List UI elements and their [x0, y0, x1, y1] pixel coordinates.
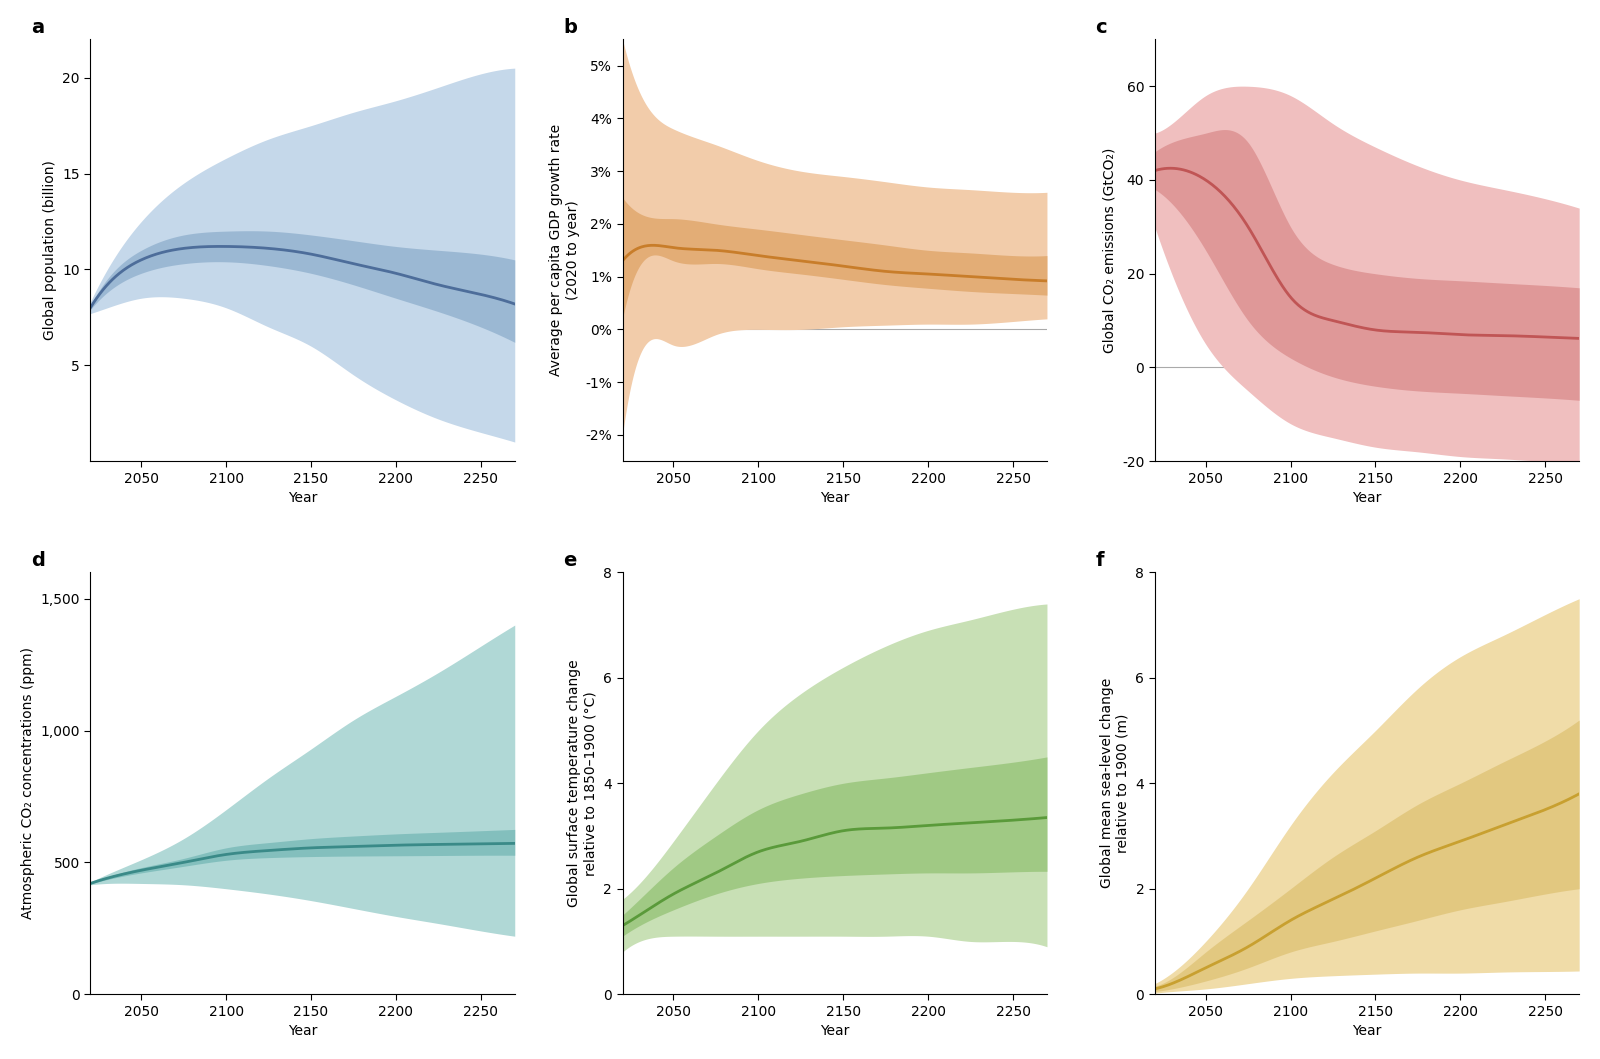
- Text: d: d: [30, 552, 45, 570]
- Text: b: b: [563, 18, 578, 37]
- X-axis label: Year: Year: [288, 491, 317, 505]
- Text: f: f: [1096, 552, 1104, 570]
- Y-axis label: Global CO₂ emissions (GtCO₂): Global CO₂ emissions (GtCO₂): [1102, 147, 1117, 353]
- Text: e: e: [563, 552, 576, 570]
- Y-axis label: Average per capita GDP growth rate
(2020 to year): Average per capita GDP growth rate (2020…: [549, 124, 579, 376]
- Text: c: c: [1096, 18, 1107, 37]
- Y-axis label: Atmospheric CO₂ concentrations (ppm): Atmospheric CO₂ concentrations (ppm): [21, 647, 35, 919]
- Y-axis label: Global population (billion): Global population (billion): [43, 160, 56, 340]
- X-axis label: Year: Year: [288, 1024, 317, 1038]
- Text: a: a: [30, 18, 45, 37]
- Y-axis label: Global surface temperature change
relative to 1850–1900 (°C): Global surface temperature change relati…: [568, 660, 598, 908]
- X-axis label: Year: Year: [821, 1024, 850, 1038]
- Y-axis label: Global mean sea-level change
relative to 1900 (m): Global mean sea-level change relative to…: [1099, 678, 1130, 889]
- X-axis label: Year: Year: [821, 491, 850, 505]
- X-axis label: Year: Year: [1352, 1024, 1382, 1038]
- X-axis label: Year: Year: [1352, 491, 1382, 505]
